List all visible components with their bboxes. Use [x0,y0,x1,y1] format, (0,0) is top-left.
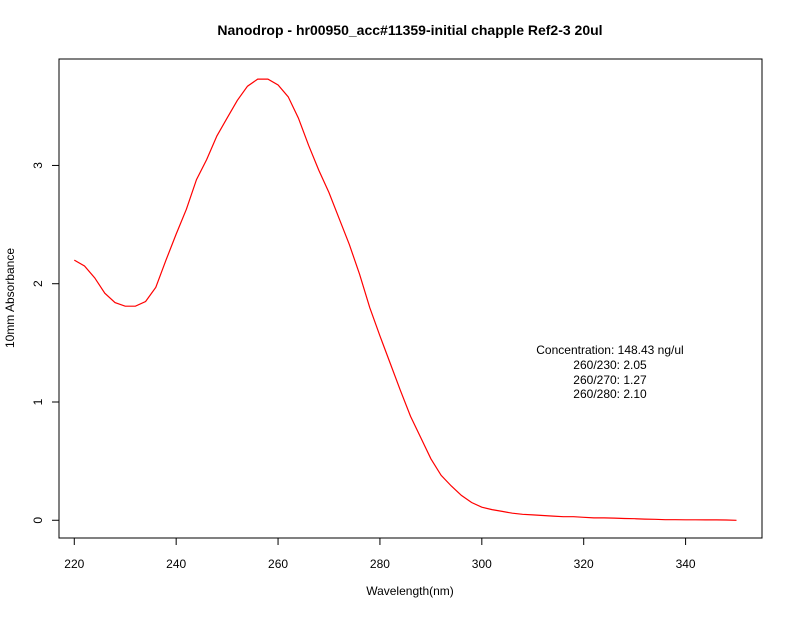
x-tick-label: 220 [64,557,84,571]
y-tick-label: 3 [31,162,45,169]
x-tick-label: 240 [166,557,186,571]
x-tick-label: 340 [676,557,696,571]
measurement-notes: Concentration: 148.43 ng/ul 260/230: 2.0… [536,343,683,401]
y-axis: 0 1 2 3 [31,162,59,524]
y-tick-label: 0 [31,517,45,524]
x-tick-label: 260 [268,557,288,571]
y-tick-label: 1 [31,398,45,405]
x-tick-label: 300 [472,557,492,571]
y-tick-label: 2 [31,280,45,287]
x-tick-label: 280 [370,557,390,571]
plot-frame [58,58,763,539]
chart-title: Nanodrop - hr00950_acc#11359-initial cha… [217,22,602,38]
ratio-260-280-note: 260/280: 2.10 [573,387,647,401]
ratio-260-270-note: 260/270: 1.27 [573,373,647,387]
x-tick-label: 320 [574,557,594,571]
absorbance-line [73,78,737,521]
ratio-260-230-note: 260/230: 2.05 [573,358,647,372]
x-axis: 220 240 260 280 300 320 340 [64,538,696,571]
y-axis-label: 10mm Absorbance [3,248,17,348]
concentration-note: Concentration: 148.43 ng/ul [536,343,683,357]
x-axis-label: Wavelength(nm) [366,584,454,598]
